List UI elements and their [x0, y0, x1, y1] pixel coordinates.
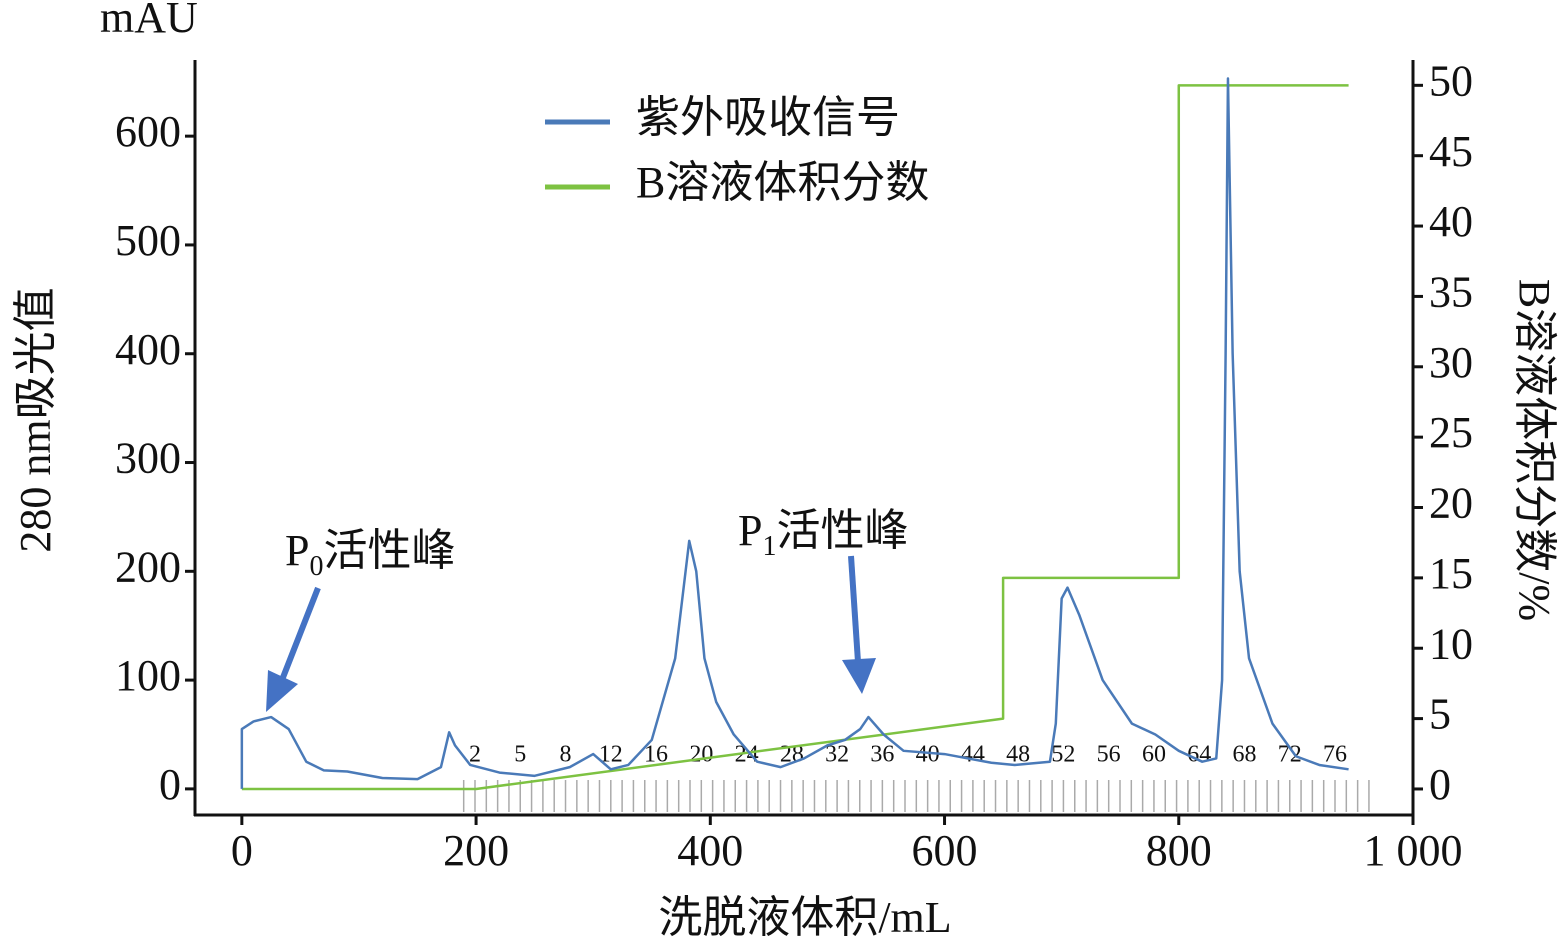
fraction-label: 64 — [1187, 742, 1211, 768]
y2-axis-title: B溶液体积分数/% — [1510, 279, 1559, 621]
fraction-label: 5 — [514, 742, 526, 768]
fraction-label: 36 — [870, 742, 894, 768]
y-tick-label: 500 — [115, 216, 181, 265]
x-tick-label: 200 — [443, 826, 509, 875]
arrow — [279, 586, 321, 682]
y2-tick-label: 35 — [1429, 268, 1473, 317]
x-tick-label: 1 000 — [1364, 826, 1463, 875]
series-line — [241, 84, 1349, 791]
fraction-label: 72 — [1278, 742, 1302, 768]
y-tick-label: 400 — [115, 325, 181, 374]
y2-tick-label: 20 — [1429, 479, 1473, 528]
y-unit: mAU — [100, 0, 198, 42]
annotation-label: P0活性峰 — [285, 526, 455, 582]
y2-tick-label: 45 — [1429, 127, 1473, 176]
x-tick-label: 400 — [677, 826, 743, 875]
legend-label: 紫外吸收信号 — [636, 93, 900, 142]
fraction-label: 60 — [1142, 742, 1166, 768]
fraction-label: 44 — [961, 742, 985, 768]
y-axis-title: 280 nm吸光值 — [11, 287, 60, 552]
y2-tick-label: 40 — [1429, 197, 1473, 246]
y-tick-label: 0 — [159, 760, 181, 809]
legend: 紫外吸收信号 B溶液体积分数 — [545, 93, 929, 207]
fraction-label: 2 — [469, 742, 481, 768]
y-tick-label: 100 — [115, 651, 181, 700]
fraction-label: 8 — [560, 742, 572, 768]
arrow-head — [266, 670, 298, 712]
y2-tick-label: 25 — [1429, 408, 1473, 457]
y2-tick-label: 5 — [1429, 690, 1451, 739]
y2-tick-label: 0 — [1429, 760, 1451, 809]
fraction-label: 56 — [1097, 742, 1121, 768]
x-axis-title: 洗脱液体积/mL — [658, 893, 951, 942]
fraction-label: 68 — [1232, 742, 1256, 768]
fraction-label: 76 — [1323, 742, 1347, 768]
y-tick-label: 200 — [115, 542, 181, 591]
y2-tick-label: 15 — [1429, 549, 1473, 598]
y2-tick-label: 30 — [1429, 338, 1473, 387]
y-tick-label: 300 — [115, 434, 181, 483]
y2-tick-label: 50 — [1429, 56, 1473, 105]
y2-tick-label: 10 — [1429, 619, 1473, 668]
x-tick-label: 0 — [231, 826, 253, 875]
annotation-label: P1活性峰 — [738, 506, 908, 562]
arrow — [848, 555, 861, 663]
x-tick-label: 600 — [912, 826, 978, 875]
legend-label: B溶液体积分数 — [636, 158, 929, 207]
x-tick-label: 800 — [1146, 826, 1212, 875]
series-line — [240, 77, 1349, 789]
arrow-head — [842, 658, 876, 694]
fraction-label: 20 — [689, 742, 713, 768]
y-tick-label: 600 — [115, 107, 181, 156]
annotation: P0活性峰 P1活性峰 — [266, 506, 908, 712]
fraction-label: 52 — [1051, 742, 1075, 768]
